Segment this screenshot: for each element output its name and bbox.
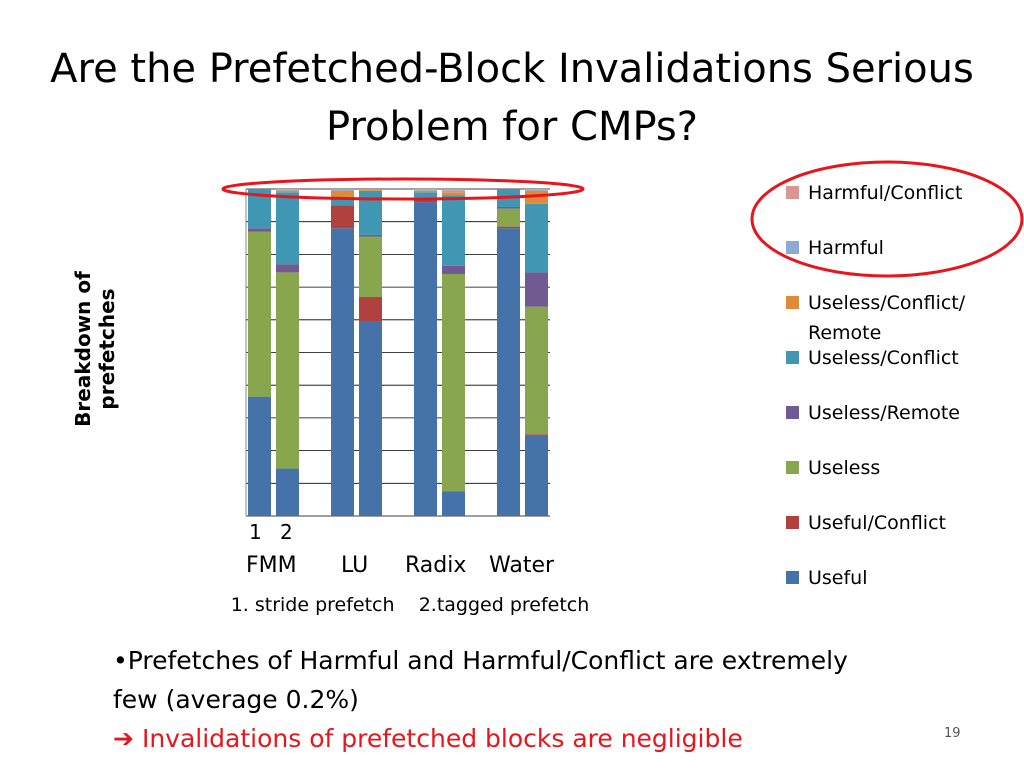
bar-segment-radix-1-harmful: [414, 189, 437, 191]
legend-item-useless-remote: Useless/Remote: [786, 400, 998, 428]
bar-segment-radix-2-useful: [442, 491, 465, 516]
slide-title-line1: Are the Prefetched-Block Invalidations S…: [50, 46, 974, 92]
bar-segment-lu-2-useful-conflict: [359, 297, 382, 322]
bar-segment-water-1-useless-conflict: [497, 189, 520, 207]
bar-segment-lu-1-harmful: [331, 189, 354, 191]
bullet-text-block: •Prefetches of Harmful and Harmful/Confl…: [113, 641, 873, 758]
bar-segment-fmm-2-useless-remote: [276, 264, 299, 273]
prefetch-caption: 1. stride prefetch 2.tagged prefetch: [230, 594, 590, 616]
legend-swatch: [786, 461, 799, 474]
bar-segment-radix-2-useless-conflict-remote: [442, 192, 465, 196]
bar-segment-lu-2-harmful: [359, 189, 382, 190]
slide-title-line2: Problem for CMPs?: [326, 104, 698, 150]
stacked-bar-chart: [245, 188, 550, 517]
y-axis-label: Breakdown of prefetches: [71, 271, 119, 427]
arrow-right-icon: ➔: [113, 724, 134, 753]
group-label-fmm: FMM: [246, 553, 297, 578]
bar-segment-fmm-2-useful: [276, 468, 299, 516]
legend-item-harmful-conflict: Harmful/Conflict: [786, 180, 998, 208]
bar-number-2: 2: [280, 520, 293, 544]
bar-number-1: 1: [249, 520, 262, 544]
conclusion-text: Invalidations of prefetched blocks are n…: [141, 724, 743, 753]
conclusion-line: ➔ Invalidations of prefetched blocks are …: [113, 719, 873, 758]
bar-segment-radix-2-harmful: [442, 190, 465, 193]
legend-label: Harmful: [808, 237, 884, 259]
legend-swatch: [786, 186, 799, 199]
legend-item-useless: Useless: [786, 455, 998, 483]
bar-segment-lu-2-useless-conflict: [359, 190, 382, 235]
bar-segment-radix-2-harmful-conflict: [442, 189, 465, 191]
bar-segment-radix-1-useful: [414, 202, 437, 516]
bar-segment-fmm-2-useless-conflict: [276, 192, 299, 265]
bar-segment-radix-2-useless-conflict: [442, 195, 465, 266]
legend-item-useful: Useful: [786, 565, 998, 593]
legend-item-useless-conflict-remote: Useless/Conflict/ Remote: [786, 290, 998, 348]
bar-segment-fmm-1-useless-remote: [248, 228, 271, 232]
group-label-water: Water: [489, 553, 555, 578]
bar-segment-radix-1-useless-conflict-remote: [414, 190, 437, 193]
bar-segment-water-1-useful-conflict: [497, 226, 520, 229]
bar-segment-water-1-useless-remote: [497, 206, 520, 209]
legend-item-harmful: Harmful: [786, 235, 998, 263]
bullet-text: •Prefetches of Harmful and Harmful/Confl…: [113, 646, 848, 714]
bar-segment-radix-1-useful-conflict: [414, 197, 437, 203]
legend-item-useful-conflict: Useful/Conflict: [786, 510, 998, 538]
bar-segment-lu-2-useless: [359, 236, 382, 298]
bar-segment-lu-1-useless-conflict-remote: [331, 190, 354, 198]
bar-segment-water-2-useless: [525, 306, 548, 435]
bar-segment-water-2-harmful: [525, 189, 548, 191]
legend-label: Useless/Conflict/ Remote: [808, 292, 966, 344]
group-label-radix: Radix: [405, 553, 467, 578]
bar-segment-radix-1-harmful-conflict: [414, 189, 437, 190]
bar-segment-lu-1-useful: [331, 228, 354, 517]
bar-segment-fmm-2-useless: [276, 272, 299, 469]
legend-label: Useless/Conflict: [808, 347, 959, 369]
bar-segment-lu-2-useless-conflict-remote: [359, 189, 382, 191]
group-label-lu: LU: [341, 553, 369, 578]
legend-swatch: [786, 296, 799, 309]
bar-segment-radix-2-useless-remote: [442, 265, 465, 275]
bar-segment-fmm-1-useless: [248, 231, 271, 397]
bar-segment-water-2-useful-conflict: [525, 434, 548, 436]
bar-segment-water-2-useless-remote: [525, 272, 548, 307]
bar-segment-fmm-1-useful: [248, 396, 271, 516]
bar-segment-lu-2-useless-remote: [359, 234, 382, 237]
bar-segment-fmm-2-useless-conflict-remote: [276, 190, 299, 193]
bar-segment-water-2-useless-conflict: [525, 203, 548, 273]
legend-label: Useful: [808, 567, 868, 589]
bar-segment-water-2-useful: [525, 435, 548, 516]
bar-segment-water-1-useful: [497, 228, 520, 517]
slide-title: Are the Prefetched-Block Invalidations S…: [40, 40, 984, 156]
legend-swatch: [786, 516, 799, 529]
bar-segment-fmm-1-useless-conflict: [248, 189, 271, 229]
legend-label: Useless/Remote: [808, 402, 960, 424]
bar-segment-water-1-useless: [497, 208, 520, 227]
legend-item-useless-conflict: Useless/Conflict: [786, 345, 998, 373]
legend-swatch: [786, 571, 799, 584]
bar-segment-lu-1-useless-conflict: [331, 197, 354, 206]
bar-segment-water-2-useless-conflict-remote: [525, 190, 548, 204]
legend-swatch: [786, 351, 799, 364]
bar-segment-lu-1-useful-conflict: [331, 205, 354, 229]
bar-segment-fmm-2-harmful: [276, 189, 299, 191]
bar-segment-radix-1-useless-conflict: [414, 192, 437, 198]
legend-label: Useful/Conflict: [808, 512, 946, 534]
bar-segment-fmm-2-harmful-conflict: [276, 189, 299, 190]
legend-swatch: [786, 241, 799, 254]
bar-segment-water-2-harmful-conflict: [525, 189, 548, 190]
legend-swatch: [786, 406, 799, 419]
bar-segment-lu-2-useful: [359, 321, 382, 516]
legend-label: Useless: [808, 457, 881, 479]
page-number: 19: [944, 726, 961, 741]
legend-label: Harmful/Conflict: [808, 182, 963, 204]
bar-segment-radix-2-useless: [442, 274, 465, 492]
